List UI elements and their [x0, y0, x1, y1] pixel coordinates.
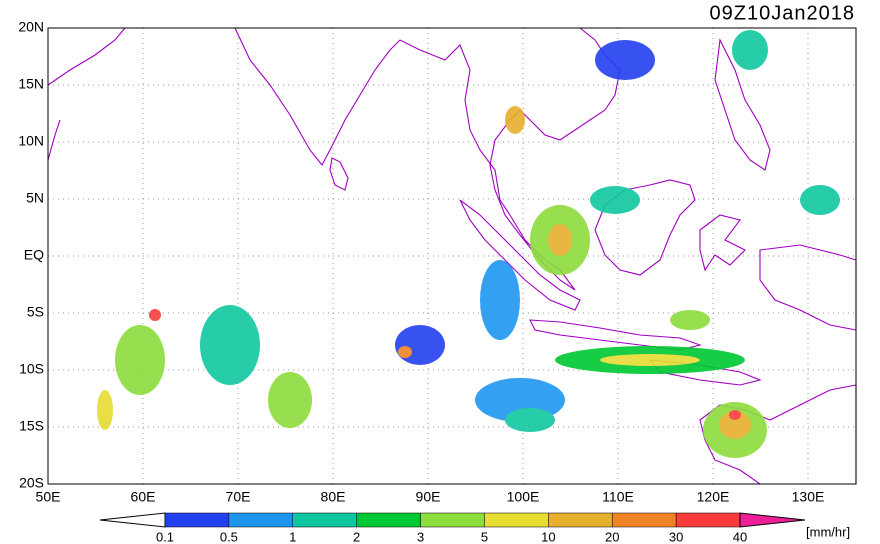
lon-label: 130E — [792, 489, 825, 505]
colorbar-box — [228, 512, 294, 528]
colorbar-box — [356, 512, 421, 528]
colorbar-label: 0.1 — [156, 529, 174, 544]
colorbar-label: 30 — [669, 529, 683, 544]
lon-label: 120E — [697, 489, 730, 505]
coastline — [47, 119, 61, 161]
lat-label: EQ — [24, 247, 44, 263]
colorbar-high — [739, 512, 806, 528]
rain-area — [149, 309, 161, 321]
colorbar-label: 1 — [289, 529, 296, 544]
rain-area — [505, 106, 525, 134]
rain-area — [115, 325, 165, 395]
lon-label: 60E — [131, 489, 156, 505]
coastline — [699, 214, 746, 272]
colorbar-label: 40 — [733, 529, 747, 544]
rain-area — [800, 185, 840, 215]
rain-area — [480, 260, 520, 340]
lon-label: 100E — [507, 489, 540, 505]
lon-label: 110E — [602, 489, 634, 505]
lat-label: 20S — [19, 475, 44, 491]
rain-area — [97, 390, 113, 430]
colorbar-label: 2 — [353, 529, 360, 544]
colorbar: 0.1 0.5 1 2 3 5 10 20 30 40 — [99, 512, 806, 544]
coastline — [47, 27, 126, 86]
lat-label: 5S — [27, 304, 44, 320]
lon-label: 70E — [226, 489, 251, 505]
rain-area — [200, 305, 260, 385]
colorbar-unit: [mm/hr] — [806, 524, 850, 539]
colorbar-box — [292, 512, 357, 528]
lat-label: 15S — [19, 418, 44, 434]
colorbar-box — [484, 512, 549, 528]
rain-area — [595, 40, 655, 80]
map-title: 09Z10Jan2018 — [710, 2, 855, 24]
colorbar-box — [164, 512, 230, 528]
rain-area — [505, 408, 555, 432]
lat-label: 10S — [19, 361, 44, 377]
lon-label: 90E — [416, 489, 441, 505]
colorbar-label: 3 — [417, 529, 424, 544]
colorbar-box — [675, 512, 741, 528]
rain-area — [719, 411, 751, 439]
rain-area — [548, 224, 572, 256]
lat-label: 20N — [18, 19, 44, 35]
rain-area — [670, 310, 710, 330]
colorbar-low — [99, 512, 166, 528]
lat-label: 15N — [18, 76, 44, 92]
coastline — [759, 244, 857, 331]
lat-label: 5N — [26, 190, 44, 206]
colorbar-label: 10 — [541, 529, 555, 544]
colorbar-label: 5 — [481, 529, 488, 544]
rain-area — [398, 346, 412, 358]
colorbar-label: 0.5 — [220, 529, 238, 544]
rain-area — [729, 410, 741, 420]
rain-area — [395, 325, 445, 365]
precipitation — [97, 30, 840, 458]
coastline — [329, 157, 349, 191]
rain-area — [600, 354, 700, 366]
colorbar-box — [611, 512, 677, 528]
lon-label: 50E — [36, 489, 61, 505]
rain-area — [590, 186, 640, 214]
lat-label: 10N — [18, 133, 44, 149]
rain-area — [732, 30, 768, 70]
colorbar-label: 20 — [605, 529, 619, 544]
colorbar-box — [420, 512, 485, 528]
lon-label: 80E — [321, 489, 346, 505]
map-frame — [47, 27, 857, 485]
rain-area — [268, 372, 312, 428]
coastline — [459, 199, 581, 311]
colorbar-box — [548, 512, 613, 528]
coastline — [714, 38, 771, 171]
